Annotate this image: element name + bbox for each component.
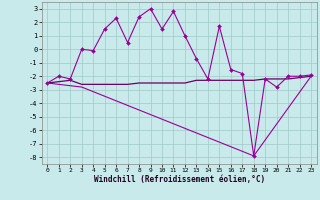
X-axis label: Windchill (Refroidissement éolien,°C): Windchill (Refroidissement éolien,°C) bbox=[94, 175, 265, 184]
